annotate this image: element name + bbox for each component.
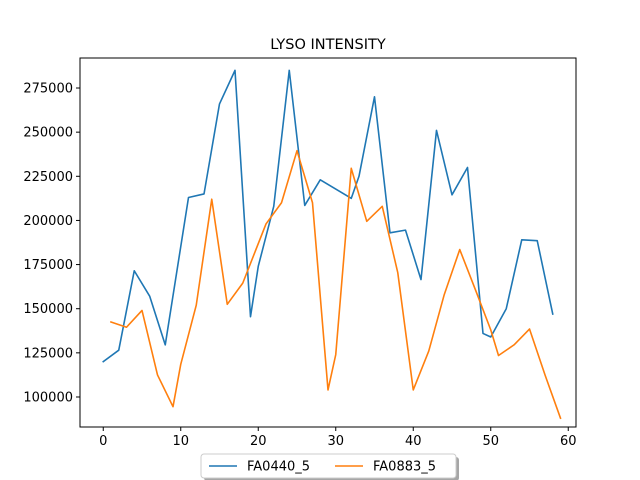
x-tick-label: 10 — [172, 434, 189, 449]
legend-label-1: FA0440_5 — [247, 460, 310, 475]
y-tick-label: 125000 — [23, 346, 73, 361]
series-layer — [102, 69, 562, 420]
y-tick-label: 200000 — [23, 214, 73, 229]
y-tick-label: 100000 — [23, 390, 73, 405]
x-tick-label: 50 — [482, 434, 499, 449]
plot-frame — [79, 57, 577, 428]
y-tick-label: 275000 — [23, 82, 73, 97]
y-tick-label: 250000 — [23, 126, 73, 141]
legend-box — [200, 453, 457, 479]
x-tick-label: 20 — [250, 434, 267, 449]
legend-label-2: FA0883_5 — [373, 460, 436, 475]
series-line-2 — [109, 149, 562, 420]
chart-title: LYSO INTENSITY — [270, 37, 386, 53]
axes-layer: 0 10 20 30 40 50 60 100000 125000 150000 175000 200… — [23, 57, 577, 449]
x-tick-label: 40 — [405, 434, 422, 449]
y-tick-label: 175000 — [23, 258, 73, 273]
x-tick-label: 0 — [99, 434, 107, 449]
y-tick-label: 225000 — [23, 170, 73, 185]
x-tick-label: 30 — [327, 434, 344, 449]
legend: FA0440_5 FA0883_5 — [200, 453, 459, 480]
series-line-1 — [102, 69, 554, 363]
y-tick-label: 150000 — [23, 302, 73, 317]
x-tick-label: 60 — [560, 434, 577, 449]
